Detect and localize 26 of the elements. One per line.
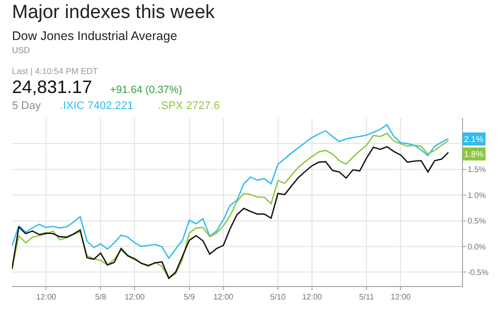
x-tick-label: 12:00 xyxy=(302,292,323,302)
y-tick-label: -0.5% xyxy=(468,268,489,277)
y-tick-label: 1.0% xyxy=(468,190,486,200)
x-tick-label: 12:00 xyxy=(213,292,234,302)
text: +91.64 (0.37%) xyxy=(110,84,182,96)
y-tick-label: 0.5% xyxy=(468,216,486,226)
x-tick-label: 12:00 xyxy=(36,292,57,302)
text: USD xyxy=(12,45,30,55)
text: 24,831.17 xyxy=(12,77,92,98)
x-tick-label: 5/8 xyxy=(95,292,107,302)
text: .SPX 2727.6 xyxy=(158,100,220,112)
text: 5 Day xyxy=(12,100,41,112)
y-tick-label: 1.5% xyxy=(468,165,486,174)
y-tick-label: 0.0% xyxy=(468,242,486,252)
line-series xyxy=(12,124,450,259)
chart-title: Major indexes this week xyxy=(12,2,215,24)
text: Last | 4:10:54 PM EDT xyxy=(12,66,98,76)
text: 2.1% xyxy=(464,134,484,144)
x-tick-label: 5/9 xyxy=(184,292,196,302)
x-tick-label: 5/10 xyxy=(270,292,286,302)
text: .IXIC 7402.221 xyxy=(60,100,134,112)
chart-subtitle: Dow Jones Industrial Average xyxy=(12,29,178,43)
text: 1.8% xyxy=(464,149,484,159)
x-tick-label: 5/11 xyxy=(359,292,375,302)
x-tick-label: 12:00 xyxy=(124,292,146,302)
x-tick-label: 12:00 xyxy=(390,292,412,302)
